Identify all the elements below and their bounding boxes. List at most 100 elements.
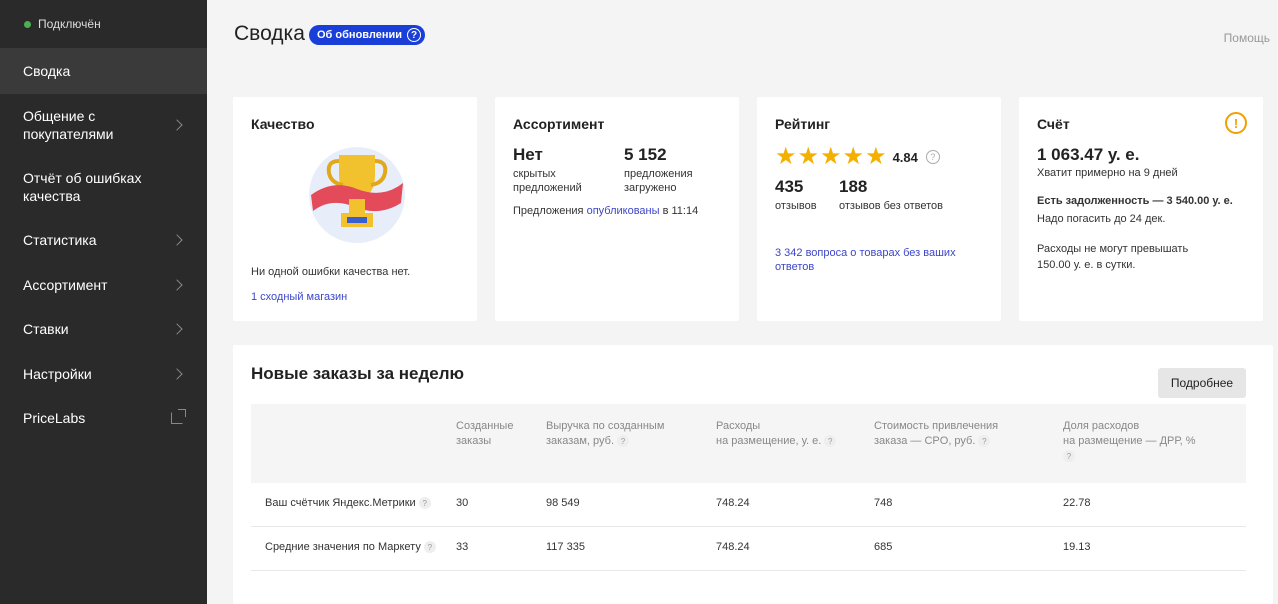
table-cell: 33 xyxy=(456,541,469,553)
orders-table-header: Созданные заказы Выручка по созданным за… xyxy=(251,404,1246,483)
sidebar-item-customer-communication[interactable]: Общение с покупателями xyxy=(0,94,207,156)
published-suffix: в 11:14 xyxy=(662,205,699,217)
sidebar-item-label: Ассортимент xyxy=(23,276,108,293)
help-link[interactable]: Помощь xyxy=(1223,31,1270,45)
hidden-offers-stat: Нет скрытых предложений xyxy=(513,145,582,195)
assortment-card: Ассортимент Нет скрытых предложений 5 15… xyxy=(495,97,739,321)
account-enough: Хватит примерно на 9 дней xyxy=(1037,167,1178,179)
rating-value: 4.84 xyxy=(892,149,918,165)
table-cell: 748.24 xyxy=(716,541,750,553)
question-icon[interactable]: ? xyxy=(423,541,436,554)
column-header-line: на размещение — ДРР, % xyxy=(1063,435,1196,447)
connection-status: Подключён xyxy=(0,0,207,48)
page-title: Сводка xyxy=(234,22,305,45)
sidebar-item-label: Настройки xyxy=(23,365,92,382)
column-header-revenue: Выручка по созданным заказам, руб.? xyxy=(546,419,664,449)
star-icon: ★ xyxy=(820,143,842,170)
sidebar-item-pricelabs[interactable]: PriceLabs xyxy=(0,396,207,440)
loaded-offers-label-2: загружено xyxy=(624,182,677,194)
column-header-drr: Доля расходов на размещение — ДРР, % ? xyxy=(1063,419,1196,464)
column-header-line: Выручка по созданным xyxy=(546,420,665,432)
details-button[interactable]: Подробнее xyxy=(1158,368,1246,398)
table-cell: 98 549 xyxy=(546,497,580,509)
weekly-orders-panel: Новые заказы за неделю Подробнее Созданн… xyxy=(233,345,1273,604)
chevron-right-icon xyxy=(171,367,183,380)
column-header-line: Стоимость привлечения xyxy=(874,420,999,432)
hidden-offers-value: Нет xyxy=(513,145,543,164)
column-header-line: заказа — CPO, руб. xyxy=(874,435,976,447)
column-header-line: на размещение, у. е. xyxy=(716,435,822,447)
account-limit-line-2: 150.00 у. е. в сутки. xyxy=(1037,259,1136,271)
sidebar-item-quality-report[interactable]: Отчёт об ошибках качества xyxy=(0,156,207,218)
published-prefix: Предложения xyxy=(513,205,584,217)
sidebar-item-label: Ставки xyxy=(23,321,69,337)
warning-icon[interactable]: ! xyxy=(1225,112,1247,134)
chevron-right-icon xyxy=(171,278,183,291)
loaded-offers-stat: 5 152 предложения загружено xyxy=(624,145,693,195)
trophy-illustration-icon xyxy=(309,147,405,243)
sidebar-item-assortment[interactable]: Ассортимент xyxy=(0,262,207,307)
table-cell: 22.78 xyxy=(1063,497,1091,509)
table-cell: 117 335 xyxy=(546,541,585,553)
table-cell: 19.13 xyxy=(1063,541,1091,553)
unanswered-value: 188 xyxy=(839,177,868,196)
reviews-label: отзывов xyxy=(775,200,817,212)
sidebar-item-label: Общение с покупателями xyxy=(23,108,114,142)
hidden-offers-label-1: скрытых xyxy=(513,168,556,180)
column-header-line: Доля расходов xyxy=(1063,420,1140,432)
sidebar-item-label: Статистика xyxy=(23,232,97,248)
assortment-card-title: Ассортимент xyxy=(513,116,605,132)
account-debt: Есть задолженность — 3 540.00 у. е. xyxy=(1037,195,1233,207)
update-info-badge[interactable]: Об обновлении ? xyxy=(309,25,426,45)
column-header-line: заказам, руб. xyxy=(546,435,615,447)
sidebar-item-label: Сводка xyxy=(23,63,71,79)
table-cell: 748 xyxy=(874,497,893,509)
unanswered-label: отзывов без ответов xyxy=(839,200,944,212)
orders-title: Новые заказы за неделю xyxy=(251,364,465,383)
sidebar-item-statistics[interactable]: Статистика xyxy=(0,218,207,262)
star-icon: ★ xyxy=(842,143,865,170)
unanswered-stat: 188 отзывов без ответов xyxy=(839,177,943,213)
similar-shop-link[interactable]: 1 сходный магазин xyxy=(251,291,348,303)
quality-message: Ни одной ошибки качества нет. xyxy=(251,266,411,278)
quality-card-title: Качество xyxy=(251,116,315,132)
question-icon: ? xyxy=(407,28,422,42)
account-card-title: Счёт xyxy=(1037,116,1070,132)
row-label-cell: Средние значения по Маркету? xyxy=(265,541,436,554)
column-header-line: заказы xyxy=(456,435,492,447)
sidebar-item-label: PriceLabs xyxy=(23,410,86,426)
question-icon[interactable]: ? xyxy=(1063,450,1075,463)
question-icon[interactable]: ? xyxy=(617,435,630,448)
account-card: Счёт ! 1 063.47 у. е. Хватит примерно на… xyxy=(1019,97,1263,321)
table-cell: 685 xyxy=(874,541,893,553)
sidebar-item-settings[interactable]: Настройки xyxy=(0,351,207,396)
loaded-offers-label-1: предложения xyxy=(624,168,693,180)
question-icon[interactable]: ? xyxy=(978,435,991,448)
table-row: Средние значения по Маркету? 33 117 335 … xyxy=(251,527,1246,571)
question-icon[interactable]: ? xyxy=(925,150,940,164)
row-label: Средние значения по Маркету xyxy=(265,541,421,553)
account-limit-line-1: Расходы не могут превышать xyxy=(1037,243,1189,255)
account-balance: 1 063.47 у. е. xyxy=(1037,145,1140,164)
column-header-cpo: Стоимость привлечения заказа — CPO, руб.… xyxy=(874,419,998,449)
published-info: Предложения опубликованы в 11:14 xyxy=(513,204,698,218)
rating-card: Рейтинг ★ ★ ★ ★ ★ 4.84 ? 435 отзывов 188… xyxy=(757,97,1001,321)
question-icon[interactable]: ? xyxy=(824,435,837,448)
table-row: Ваш счётчик Яндекс.Метрики? 30 98 549 74… xyxy=(251,483,1246,527)
star-icon: ★ xyxy=(797,143,820,170)
sidebar-item-summary[interactable]: Сводка xyxy=(0,48,207,94)
column-header-line: Расходы xyxy=(716,420,761,432)
published-link[interactable]: опубликованы xyxy=(586,205,660,217)
question-icon[interactable]: ? xyxy=(418,497,431,510)
star-icon: ★ xyxy=(865,143,887,170)
account-debt-due: Надо погасить до 24 дек. xyxy=(1037,213,1166,225)
sidebar-item-bids[interactable]: Ставки xyxy=(0,307,207,351)
column-header-expenses: Расходы на размещение, у. е.? xyxy=(716,419,837,449)
table-cell: 30 xyxy=(456,497,469,509)
main-content: Сводка Об обновлении ? Помощь Качество Н… xyxy=(207,0,1278,604)
hidden-offers-label-2: предложений xyxy=(513,182,582,194)
reviews-stat: 435 отзывов xyxy=(775,177,817,213)
page-header: Сводка Об обновлении ? Помощь xyxy=(207,0,1278,72)
connection-status-label: Подключён xyxy=(38,17,101,31)
unanswered-questions-link[interactable]: 3 342 вопроса о товарах без ваших ответо… xyxy=(775,246,956,274)
